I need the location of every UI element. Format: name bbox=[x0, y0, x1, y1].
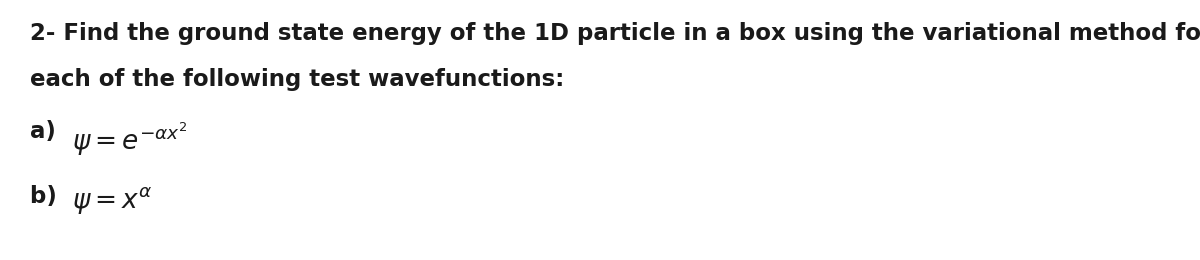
Text: $\psi = x^{\alpha}$: $\psi = x^{\alpha}$ bbox=[72, 185, 152, 216]
Text: b): b) bbox=[30, 185, 65, 208]
Text: a): a) bbox=[30, 120, 64, 143]
Text: each of the following test wavefunctions:: each of the following test wavefunctions… bbox=[30, 68, 564, 91]
Text: 2- Find the ground state energy of the 1D particle in a box using the variationa: 2- Find the ground state energy of the 1… bbox=[30, 22, 1200, 45]
Text: $\psi = e^{-\alpha x^2}$: $\psi = e^{-\alpha x^2}$ bbox=[72, 120, 187, 158]
